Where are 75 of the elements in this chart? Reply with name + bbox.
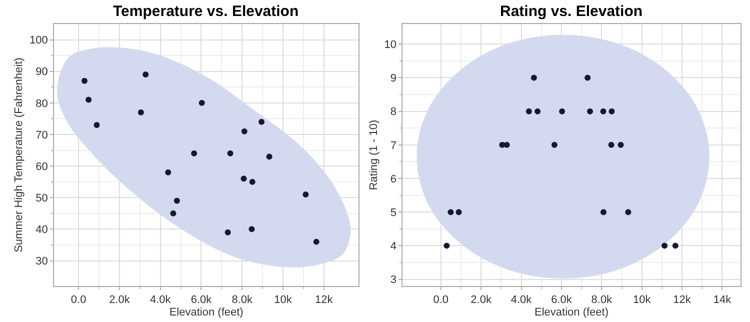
point	[240, 176, 247, 182]
x-tick-label: 4.0k	[150, 294, 172, 306]
y-tick-label: 60	[36, 160, 48, 173]
x-tick-label: 12k	[315, 294, 334, 306]
y-axis-title: Summer High Temperature (Fahrenheit)	[13, 58, 26, 252]
x-tick-label: 0.0	[433, 294, 449, 306]
point	[224, 229, 231, 236]
point	[138, 109, 144, 116]
point	[227, 150, 234, 156]
point	[559, 108, 566, 114]
chart-title: Rating vs. Elevation	[500, 3, 643, 20]
point	[600, 108, 606, 114]
point	[248, 226, 255, 232]
point	[86, 96, 92, 103]
point	[534, 108, 541, 114]
y-tick-label: 10	[384, 39, 396, 51]
y-tick-label: 3	[390, 274, 396, 286]
point	[266, 154, 272, 160]
point	[526, 108, 532, 114]
y-tick-label: 7	[390, 140, 396, 152]
point	[618, 142, 624, 148]
y-tick-label: 8	[390, 106, 396, 118]
y-tick-label: 6	[390, 173, 396, 186]
x-tick-label: 10k	[274, 294, 292, 306]
point	[302, 191, 309, 198]
y-tick-label: 40	[36, 224, 48, 236]
point	[600, 209, 606, 216]
x-tick-label: 8.0k	[591, 294, 613, 306]
x-tick-label: 2.0k	[470, 294, 492, 306]
point	[258, 118, 265, 125]
y-tick-label: 50	[36, 192, 48, 204]
point	[165, 169, 172, 176]
point	[444, 242, 450, 249]
point	[82, 78, 88, 84]
point	[198, 100, 205, 106]
x-axis-title: Elevation (feet)	[534, 306, 608, 318]
point	[662, 242, 668, 249]
point	[448, 209, 454, 216]
chart-title: Temperature vs. Elevation	[113, 3, 299, 20]
point	[249, 178, 256, 185]
y-tick-label: 9	[390, 72, 396, 85]
x-tick-label: 10k	[632, 294, 652, 306]
point	[456, 209, 462, 216]
point	[530, 74, 537, 81]
y-axis-title: Rating (1 - 10)	[368, 120, 380, 190]
y-tick-label: 30	[36, 256, 48, 268]
point	[625, 209, 632, 216]
point	[672, 242, 678, 249]
x-tick-label: 2.0k	[109, 294, 130, 306]
point	[587, 108, 593, 114]
point	[608, 108, 615, 114]
y-tick-label: 80	[36, 98, 48, 110]
y-tick-label: 5	[390, 206, 396, 219]
point	[551, 142, 558, 148]
point	[584, 74, 591, 81]
y-tick-label: 90	[36, 66, 48, 78]
y-tick-label: 70	[36, 129, 48, 142]
x-tick-label: 12k	[673, 294, 692, 306]
x-tick-label: 14k	[713, 294, 732, 306]
x-tick-label: 6.0k	[551, 294, 572, 306]
point	[191, 150, 198, 156]
point	[170, 210, 176, 216]
x-tick-label: 4.0k	[510, 294, 532, 306]
x-axis-title: Elevation (feet)	[169, 306, 244, 318]
point	[94, 122, 100, 128]
point	[313, 238, 320, 245]
y-tick-label: 4	[390, 240, 396, 253]
y-tick-label: 100	[29, 34, 48, 47]
point	[608, 142, 614, 148]
point	[174, 198, 180, 204]
point	[241, 128, 248, 134]
point	[142, 72, 149, 78]
x-tick-label: 6.0k	[190, 294, 212, 306]
x-tick-label: 0.0	[70, 294, 86, 306]
x-tick-label: 8.0k	[232, 294, 254, 306]
